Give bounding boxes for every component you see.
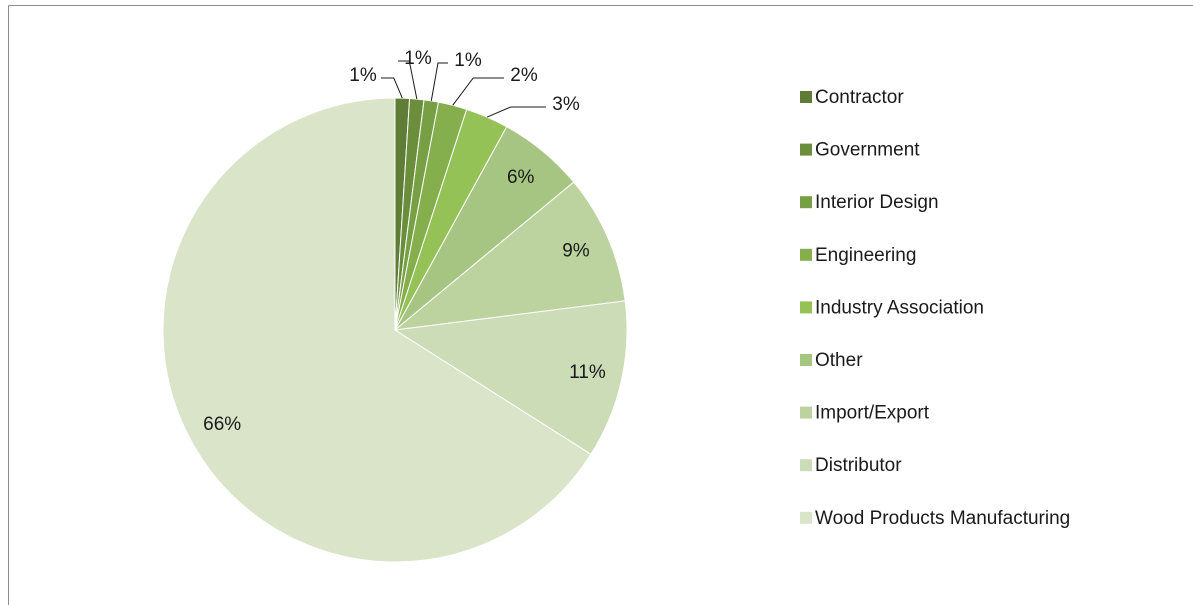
pie-slice <box>393 300 628 456</box>
legend-swatch <box>800 459 812 472</box>
legend-label: Engineering <box>815 245 916 266</box>
legend-label: Distributor <box>815 455 902 476</box>
leader-line <box>430 62 448 101</box>
legend-swatch <box>800 301 812 314</box>
leader-line <box>452 77 504 106</box>
legend-swatch <box>800 511 812 524</box>
data-label: 1% <box>404 48 432 69</box>
legend-swatch <box>800 196 812 209</box>
legend-label: Wood Products Manufacturing <box>815 508 1070 529</box>
pie-slice <box>162 97 592 563</box>
pie-slice <box>393 181 626 331</box>
data-label: 6% <box>507 167 535 188</box>
data-label: 1% <box>349 65 377 86</box>
legend-label: Contractor <box>815 87 904 108</box>
data-label: 3% <box>552 94 580 115</box>
data-label: 11% <box>569 362 606 383</box>
legend-label: Import/Export <box>815 403 930 424</box>
data-label: 66% <box>203 414 241 435</box>
data-label: 9% <box>562 241 590 262</box>
data-label: 1% <box>454 50 482 71</box>
leader-line <box>486 106 546 118</box>
data-label: 2% <box>510 65 538 86</box>
legend-label: Industry Association <box>815 297 984 318</box>
legend-swatch <box>800 406 812 419</box>
legend-swatch <box>800 248 812 261</box>
legend-label: Other <box>815 350 863 371</box>
legend-label: Government <box>815 140 920 161</box>
legend-swatch <box>800 143 812 156</box>
leader-line <box>398 60 418 100</box>
legend-swatch <box>800 91 812 103</box>
legend-label: Interior Design <box>815 192 939 213</box>
legend-swatch <box>800 354 812 366</box>
leader-line <box>381 77 403 99</box>
